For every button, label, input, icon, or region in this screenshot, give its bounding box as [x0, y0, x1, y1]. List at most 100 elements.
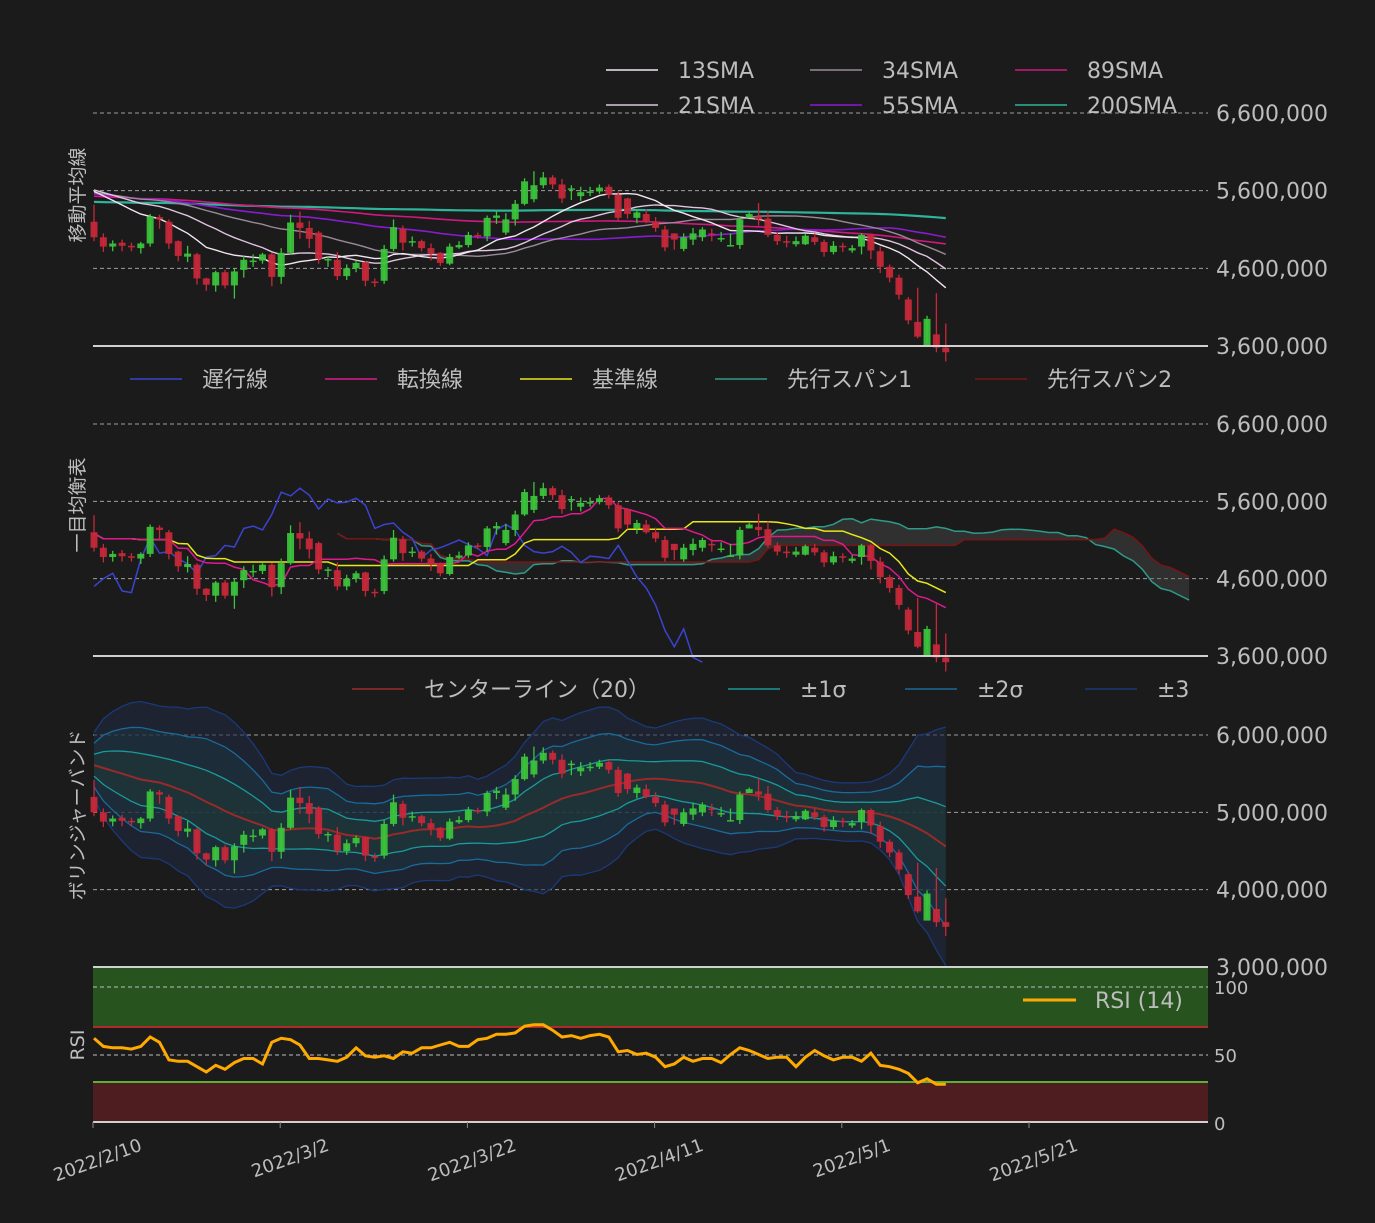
candle-up: [801, 546, 809, 555]
candle-up: [137, 818, 145, 824]
candle-down: [315, 807, 323, 834]
candle-up: [633, 522, 641, 529]
tenkan-line: [93, 497, 947, 609]
y-tick-label: 6,600,000: [1216, 413, 1328, 438]
candle-down: [361, 572, 369, 592]
candle-up: [446, 557, 454, 575]
candle-up: [923, 893, 931, 921]
sma-lines: [93, 189, 947, 289]
candle-up: [146, 526, 154, 554]
candle-down: [624, 198, 632, 214]
candle-down: [193, 254, 201, 279]
candle-up: [717, 238, 725, 240]
legend-label: ±3: [1157, 678, 1189, 703]
candle-down: [296, 533, 304, 539]
candle-up: [464, 545, 472, 556]
candle-up: [726, 820, 734, 822]
candle-up: [240, 834, 248, 845]
candle-up: [586, 766, 594, 769]
candle-down: [268, 564, 276, 588]
candle-up: [745, 213, 753, 218]
candle-up: [212, 847, 220, 861]
x-axis-ticks: 2022/2/10 2022/3/2 2022/3/22 2022/4/11 2022/…: [51, 1122, 1081, 1186]
candle-down: [895, 852, 903, 870]
candle-up: [230, 271, 238, 286]
candle-up: [923, 628, 931, 656]
candle-down: [399, 539, 407, 554]
candle-up: [352, 573, 360, 579]
sma-34-line: [93, 191, 947, 258]
candle-down: [127, 245, 135, 248]
candle-up: [829, 245, 837, 253]
candle-down: [118, 817, 126, 821]
candle-down: [820, 552, 828, 563]
candle-down: [642, 524, 650, 533]
candle-down: [202, 588, 210, 595]
candle-up: [230, 846, 238, 861]
candle-down: [427, 823, 435, 829]
legend-label: 転換線: [397, 368, 463, 393]
legend: RSI (14): [1023, 989, 1183, 1014]
candle-up: [792, 241, 800, 245]
grid-lines: [93, 112, 1208, 269]
y-axis-ticks: 6,600,000 5,600,000 4,600,000 3,600,000: [1216, 102, 1328, 360]
y-tick-label: 5,600,000: [1216, 180, 1328, 205]
candle-down: [820, 241, 828, 253]
candle-down: [605, 497, 613, 506]
candle-up: [736, 219, 744, 246]
band-upper-2sigma: [93, 726, 946, 805]
candle-down: [670, 808, 678, 815]
candle-up: [343, 578, 351, 587]
candle-down: [764, 793, 772, 811]
candle-up: [380, 823, 388, 856]
candle-down: [156, 792, 164, 795]
candle-down: [886, 841, 894, 853]
band-upper-1sigma: [93, 750, 947, 822]
y-axis-label: 一目均衡表: [67, 457, 89, 552]
candle-down: [436, 827, 444, 838]
candle-up: [726, 555, 734, 557]
candle-up: [390, 537, 398, 560]
candle-down: [371, 591, 379, 594]
candle-up: [184, 253, 192, 257]
candle-up: [324, 259, 332, 261]
candle-up: [249, 570, 257, 573]
candle-down: [773, 545, 781, 552]
candle-up: [352, 262, 360, 269]
candle-down: [811, 812, 819, 817]
candle-down: [418, 241, 426, 249]
candle-down: [221, 582, 229, 596]
candle-up: [455, 820, 463, 823]
y-axis-ticks: 6,000,000 5,000,000 4,000,000 3,000,000: [1216, 724, 1328, 981]
candle-up: [492, 526, 500, 529]
candle-up: [680, 237, 688, 249]
candle-down: [942, 922, 950, 927]
candle-up: [521, 181, 529, 204]
legend-label-rsi: RSI (14): [1095, 989, 1183, 1014]
bollinger-bands: [93, 700, 947, 967]
legend-label: 遅行線: [202, 368, 268, 393]
candle-up: [146, 216, 154, 244]
y-axis-ticks: 6,600,000 5,600,000 4,600,000 3,600,000: [1216, 413, 1328, 670]
legend-label: 13SMA: [678, 59, 754, 84]
candle-up: [680, 547, 688, 560]
candle-down: [942, 657, 950, 663]
y-tick-label: 4,000,000: [1216, 879, 1328, 904]
candle-up: [595, 498, 603, 503]
candle-down: [436, 563, 444, 574]
candle-up: [390, 802, 398, 824]
candle-up: [483, 217, 491, 237]
candle-up: [249, 260, 257, 263]
candle-up: [680, 812, 688, 824]
band-lower-2sigma: [93, 786, 947, 927]
candle-down: [549, 488, 557, 496]
legend-label: 基準線: [592, 368, 658, 393]
candle-up: [736, 529, 744, 556]
rsi-line: [93, 1023, 946, 1086]
candle-down: [614, 769, 622, 793]
x-tick-label: 2022/5/1: [810, 1135, 893, 1182]
candle-up: [689, 233, 697, 240]
candle-up: [287, 533, 295, 564]
candle-down: [624, 509, 632, 525]
